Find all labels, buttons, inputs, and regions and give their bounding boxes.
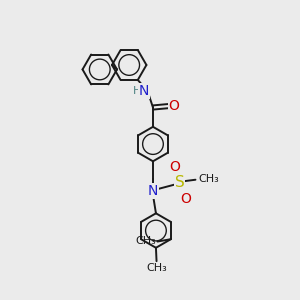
Text: O: O xyxy=(168,99,179,113)
Text: O: O xyxy=(169,160,180,174)
Text: O: O xyxy=(180,192,191,206)
Text: H: H xyxy=(133,86,141,96)
Text: S: S xyxy=(175,175,184,190)
Text: N: N xyxy=(139,84,149,98)
Text: CH₃: CH₃ xyxy=(146,262,167,273)
Text: CH₃: CH₃ xyxy=(135,236,156,246)
Text: N: N xyxy=(148,184,158,198)
Text: CH₃: CH₃ xyxy=(198,174,219,184)
